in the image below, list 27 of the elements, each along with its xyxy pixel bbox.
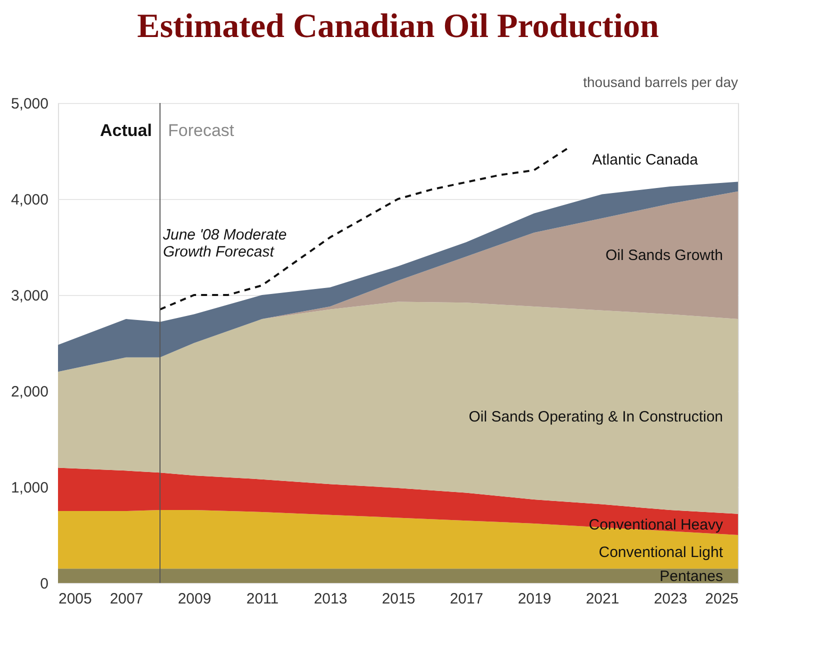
line-series — [159, 147, 569, 310]
x-tick-label: 2011 — [246, 590, 279, 608]
annotation: Actual — [100, 121, 152, 140]
y-tick-label: 5,000 — [10, 96, 48, 112]
y-tick-label: 3,000 — [10, 288, 48, 304]
x-tick-label: 2005 — [58, 590, 92, 608]
series-label: Oil Sands Operating & In Construction — [468, 408, 723, 426]
x-tick-label: 2023 — [654, 590, 688, 608]
series-label: June '08 Moderate Growth Forecast — [162, 226, 287, 260]
x-tick-label: 2025 — [705, 590, 738, 608]
series-label: Pentanes — [660, 568, 723, 585]
x-tick-label: 2015 — [382, 590, 416, 608]
x-tick-label: 2019 — [518, 590, 552, 608]
x-tick-label: 2007 — [110, 590, 144, 608]
x-tick-label: 2013 — [314, 590, 348, 608]
chart-title: Estimated Canadian Oil Production — [137, 8, 659, 45]
x-tick-label: 2021 — [586, 590, 620, 608]
y-tick-label: 1,000 — [10, 480, 48, 496]
series-label: Atlantic Canada — [592, 152, 699, 169]
text: thousand barrels per day — [583, 74, 738, 90]
x-tick-label: 2017 — [450, 590, 484, 608]
series-label: Oil Sands Growth — [605, 247, 723, 264]
y-tick-label: 0 — [40, 576, 48, 592]
x-tick-label: 2009 — [178, 590, 212, 608]
y-tick-label: 2,000 — [10, 384, 48, 400]
annotation: Forecast — [168, 121, 234, 140]
y-tick-label: 4,000 — [10, 192, 48, 208]
